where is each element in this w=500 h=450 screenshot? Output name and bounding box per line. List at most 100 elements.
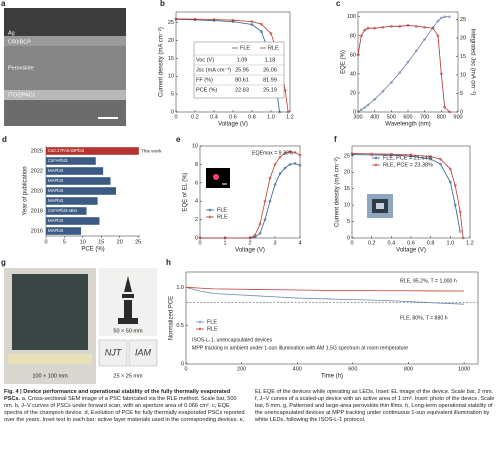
data-point: [439, 162, 442, 166]
bar-label: MAPbI3: [48, 218, 64, 223]
y-tick-label: 2020: [31, 188, 43, 194]
data-point: [253, 233, 257, 237]
y2-axis-label: Integrated Jsc (mA cm⁻²): [469, 29, 475, 96]
y-tick-label: 10: [192, 143, 198, 149]
y-tick-label: 2: [195, 217, 198, 223]
x-tick-label: 2: [248, 240, 251, 246]
data-point: [363, 106, 367, 109]
x-tick-label: 200: [237, 366, 246, 372]
data-point: [373, 98, 377, 101]
data-point: [283, 166, 287, 170]
large-film: [12, 274, 88, 350]
x-tick-label: 0.2: [368, 240, 376, 246]
data-point: [283, 152, 287, 155]
x-tick-label: 300: [353, 114, 362, 120]
data-point: [269, 32, 273, 35]
y-tick-label: 80: [350, 33, 356, 39]
bar-label: MAPbI3: [48, 198, 64, 203]
data-point: [278, 172, 282, 175]
y-axis-label: EQE of EL (%): [183, 172, 189, 211]
data-point: [268, 199, 272, 203]
x-tick-label: 0.4: [210, 114, 218, 120]
bar: [46, 187, 117, 195]
film-photos: g 100 × 100 mm 50 × 50 mm NJT IAM 25 × 2…: [1, 258, 158, 384]
data-point: [389, 152, 393, 156]
table-value: 26.06: [263, 67, 277, 73]
legend-label: RLE: [207, 326, 218, 332]
y-tick-label: 2025: [31, 148, 43, 154]
bar: [46, 227, 82, 235]
data-point: [356, 110, 360, 114]
panel-label: f: [334, 135, 337, 144]
y-tick-label: 100: [347, 14, 356, 20]
data-point: [381, 25, 385, 29]
x-axis-label: Voltage (V): [235, 248, 265, 254]
y-axis-label: Normalized PCE: [169, 296, 175, 340]
table-row-label: Jsc (mA cm⁻²): [196, 67, 231, 73]
data-point: [414, 24, 418, 28]
table-value: 25.19: [263, 87, 277, 93]
bar-label: Cs0.17FA0.83PbI3: [48, 148, 85, 153]
annotation: This work: [141, 148, 162, 154]
table-value: 1.18: [265, 57, 276, 63]
legend-marker: [198, 320, 202, 324]
table-value: 80.61: [235, 77, 249, 83]
legend-marker: [208, 215, 212, 219]
x-tick-label: 0: [198, 240, 201, 246]
bar-label: MAPbI3: [48, 228, 64, 233]
size-label: 25 × 25 mm: [113, 373, 143, 379]
y-tick-label: 5: [347, 219, 350, 225]
x-tick-label: 400: [293, 366, 302, 372]
bar: [46, 197, 98, 205]
legend-label: FLE: [217, 207, 227, 213]
layer-label: Perovskite: [8, 65, 34, 71]
x-axis-label: Time (h): [321, 374, 343, 380]
bar-label: CsFAPbI3-xBrx: [48, 208, 78, 213]
x-tick-label: 0: [184, 366, 187, 372]
x-tick-label: 0.8: [248, 114, 256, 120]
bar: [46, 217, 100, 225]
small-film: [128, 339, 158, 367]
small-film: [98, 339, 128, 367]
x-tick-label: 800: [437, 114, 446, 120]
data-point: [443, 15, 447, 19]
data-point: [366, 103, 370, 107]
data-point: [250, 23, 254, 26]
y-tick-label: 0.5: [176, 323, 184, 329]
x-tick-label: 1.0: [267, 114, 275, 120]
data-point: [406, 60, 410, 64]
x-tick-label: 1.2: [466, 240, 474, 246]
data-point: [448, 180, 452, 184]
y-tick-label: 2022: [31, 168, 43, 174]
annotation: RLE, 95.2%, T = 1,000 h: [400, 278, 457, 284]
ruler: [8, 354, 92, 364]
x-tick-label: 0.6: [229, 114, 237, 120]
x-tick-label: 400: [370, 114, 379, 120]
y2-tick-label: 5: [460, 91, 463, 97]
data-point: [223, 236, 227, 240]
x-tick-label: 0.8: [427, 240, 435, 246]
plot-frame: [199, 145, 301, 239]
data-point: [288, 163, 292, 166]
x-axis-label: PCE (%): [81, 247, 104, 253]
y-tick-label: 1.0: [176, 285, 184, 291]
caption-body: a, Cross-sectional SEM image of a PSC fa…: [4, 389, 495, 423]
x-tick-label: 1: [223, 240, 226, 246]
y2-tick-label: 25: [460, 17, 466, 23]
legend-label: FLE: [207, 319, 217, 325]
tower-pattern: [118, 276, 138, 324]
data-point: [429, 155, 433, 158]
y-tick-label: 5: [171, 92, 174, 98]
y-axis-label: Year of publication: [23, 166, 29, 215]
sem-perovskite-layer: [4, 46, 126, 90]
pattern-text: IAM: [135, 347, 152, 357]
legend-label: RLE, PCE = 23.38%: [383, 162, 433, 168]
x-tick-label: 15: [98, 239, 104, 245]
series-line: [351, 154, 461, 232]
bar: [46, 147, 139, 155]
y2-tick-label: 10: [460, 72, 466, 78]
y-tick-label: 0: [195, 235, 198, 241]
legend-label: FLE: [240, 45, 250, 51]
layer-label: C60/BCP: [8, 39, 31, 45]
y-tick-label: 15: [168, 56, 174, 62]
